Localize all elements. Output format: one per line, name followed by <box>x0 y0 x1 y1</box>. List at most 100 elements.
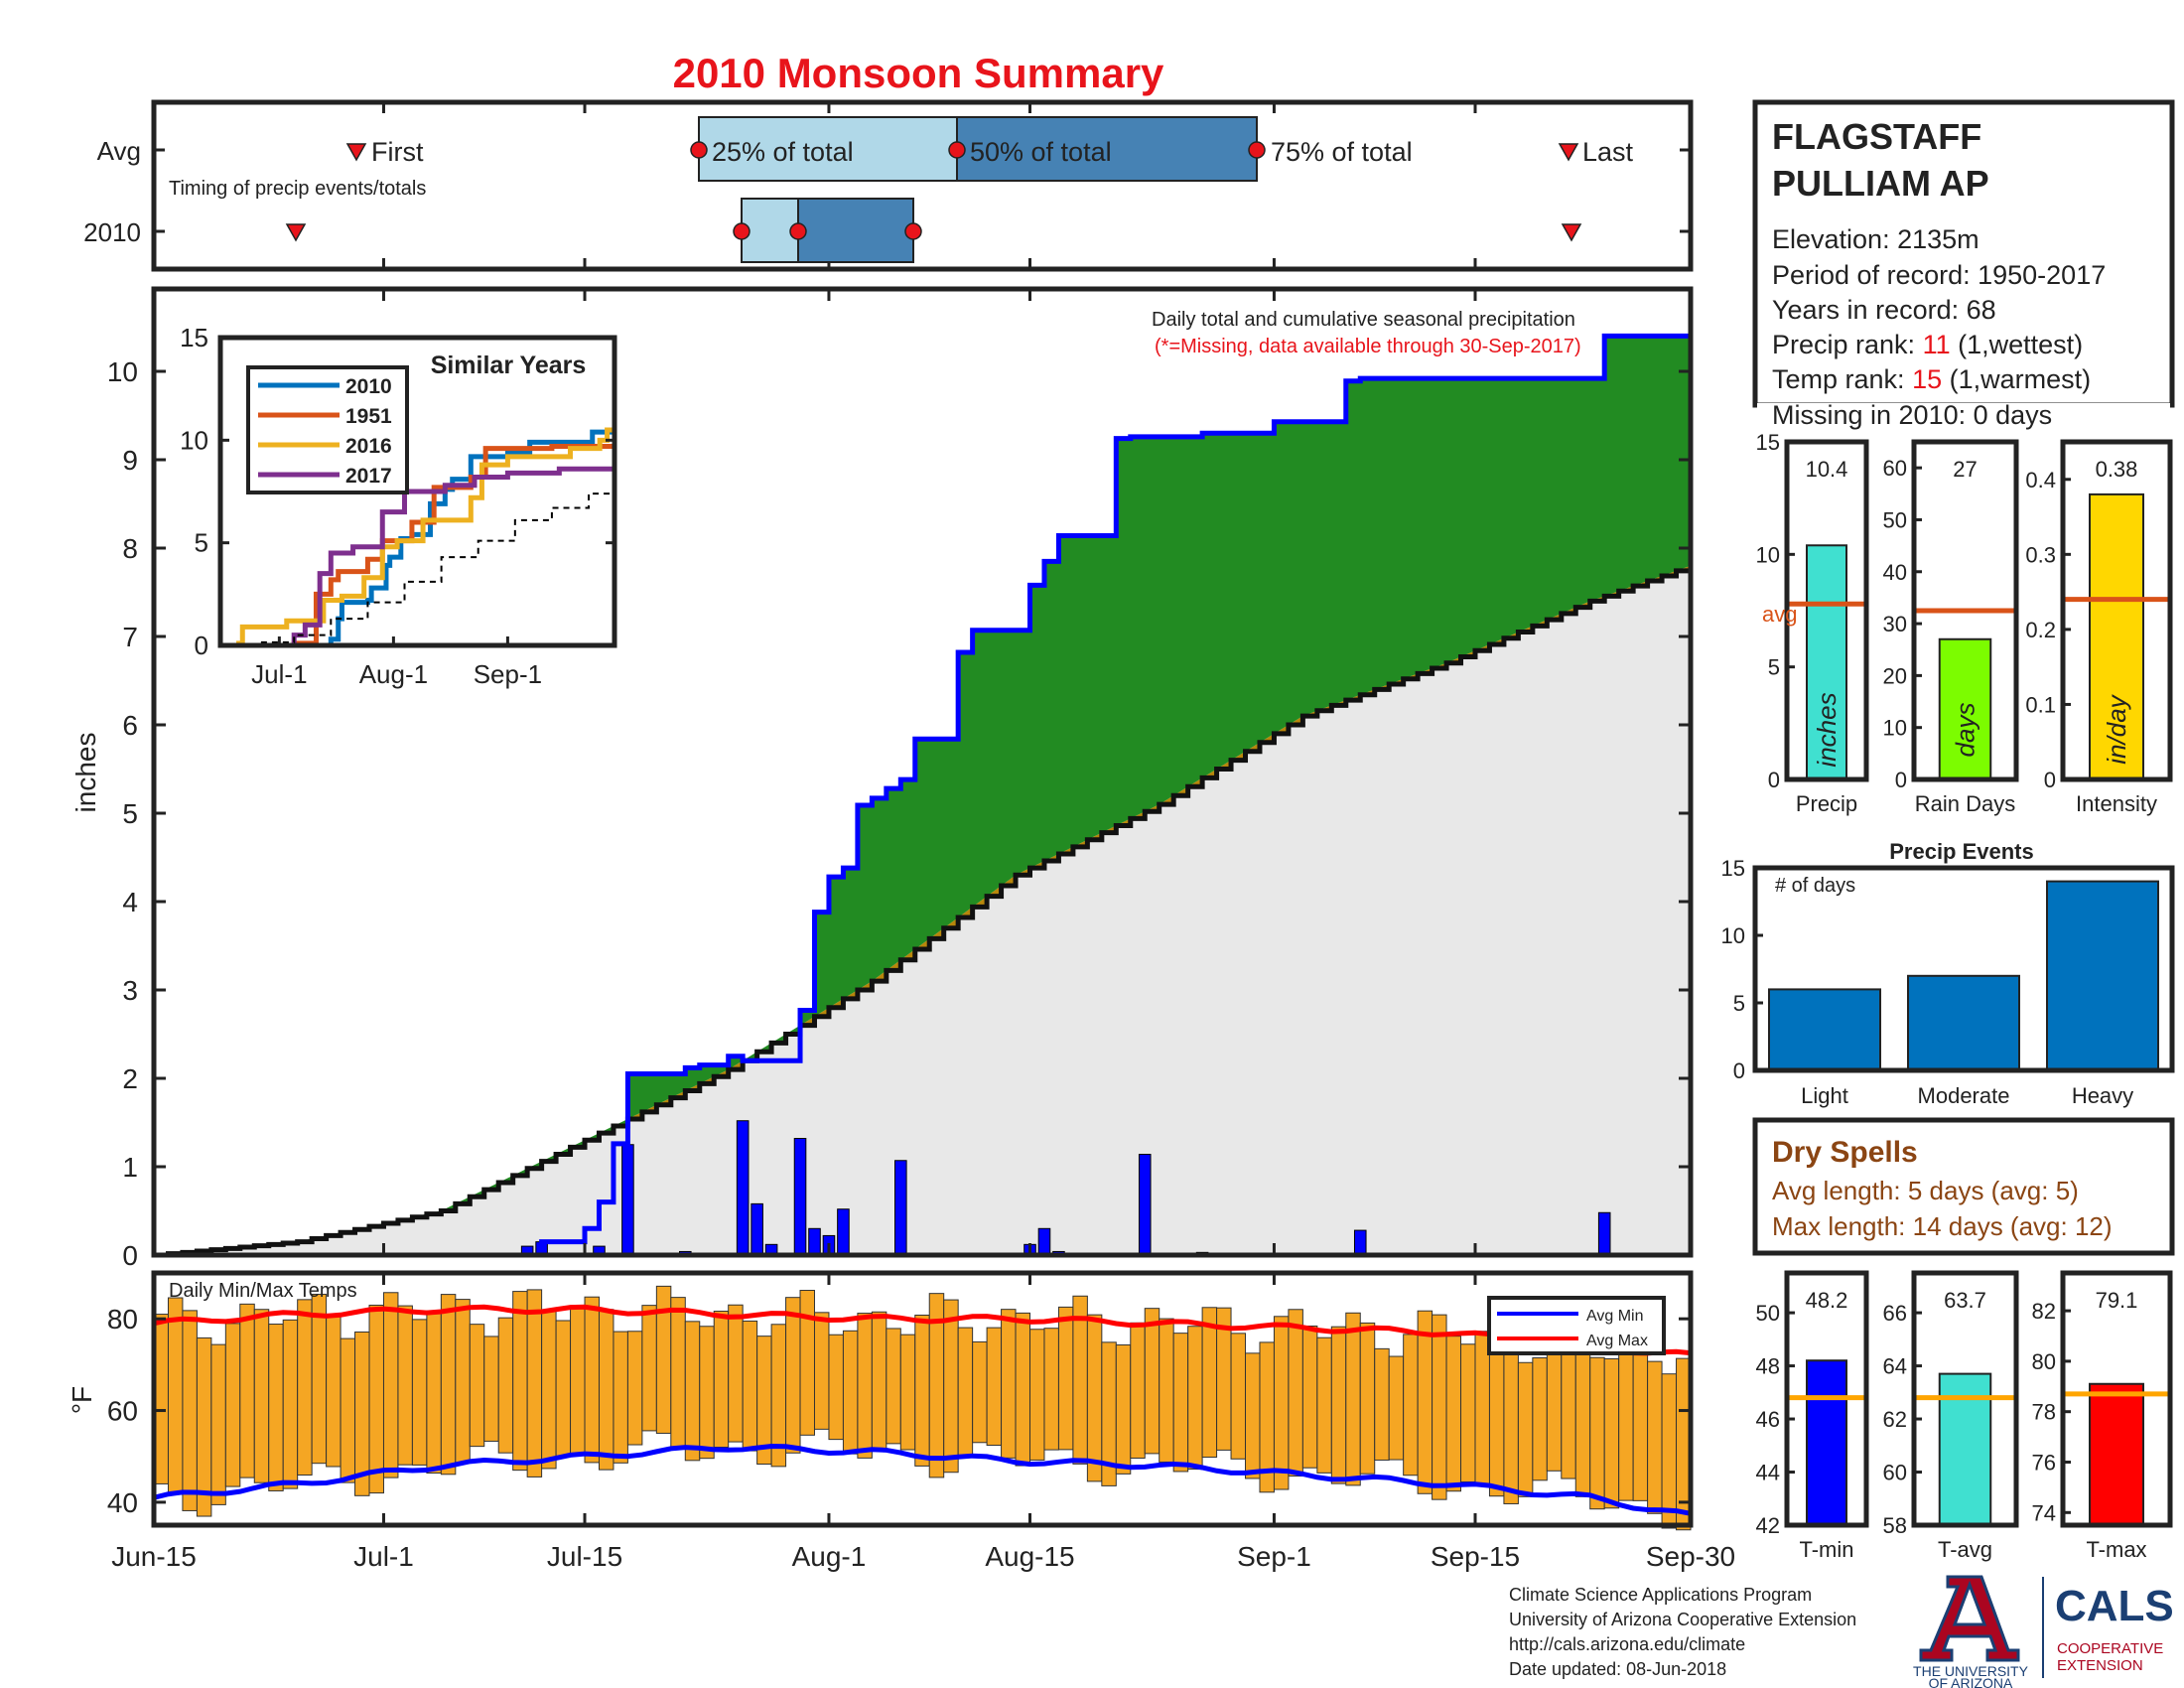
similar-years-x-tick-label: Jul-1 <box>251 659 307 689</box>
similar-years-avg-line <box>220 485 615 646</box>
summary-y-tick-label: 44 <box>1756 1461 1780 1485</box>
page-title: 2010 Monsoon Summary <box>673 50 1164 96</box>
summary-y-tick-label: 0.2 <box>2025 618 2056 642</box>
daily-temp-bar <box>1532 1357 1548 1481</box>
temps-y-tick-label: 40 <box>107 1487 138 1518</box>
main-y-tick-label: 10 <box>107 356 138 387</box>
timing-avg-q75-marker <box>1248 141 1266 159</box>
avg-cumulative-line <box>154 565 1694 1258</box>
temps-title: Daily Min/Max Temps <box>169 1280 357 1302</box>
summary-category-label: T-avg <box>1938 1537 1992 1562</box>
precip-events-y-tick-label: 15 <box>1721 856 1745 881</box>
daily-temp-bar <box>1316 1336 1332 1474</box>
summary-value-label: 79.1 <box>2096 1288 2138 1313</box>
precip-rank-value: 11 <box>1923 330 1951 359</box>
summary-bar <box>2089 1382 2144 1527</box>
timing-2010-first-marker <box>285 223 307 242</box>
station-name-line2: PULLIAM AP <box>1772 163 1989 204</box>
daily-temp-bar <box>555 1320 572 1457</box>
daily-temp-bar <box>1159 1318 1174 1463</box>
summary-y-tick-label: 60 <box>1883 1461 1907 1485</box>
daily-precip-bar <box>1138 1154 1152 1256</box>
timing-avg-label: Avg <box>97 136 141 166</box>
similar-years-line-2016 <box>220 415 617 648</box>
summary-y-tick-label: 82 <box>2032 1299 2056 1324</box>
daily-precip-bar <box>1597 1211 1611 1256</box>
daily-temp-bar <box>1647 1360 1663 1514</box>
similar-years-legend-label: 2017 <box>345 465 392 488</box>
tmax-box-chart: 74 76 78 80 82 79.1 T-max <box>2032 1270 2173 1562</box>
similar-years-title: Similar Years <box>431 352 587 379</box>
temp-rank-value: 15 <box>1912 364 1942 394</box>
daily-temp-bar <box>713 1311 730 1449</box>
footer: Climate Science Applications Program Uni… <box>1509 1575 2174 1688</box>
summary-y-tick-label: 58 <box>1883 1513 1907 1538</box>
main-y-tick-label: 4 <box>122 887 138 917</box>
footer-line4: Date updated: 08-Jun-2018 <box>1509 1659 1726 1679</box>
summary-y-tick-label: 76 <box>2032 1451 2056 1476</box>
daily-temp-bar <box>1057 1306 1074 1451</box>
summary-y-tick-label: 10 <box>1883 716 1907 741</box>
daily-temp-bar <box>1029 1329 1045 1461</box>
daily-temp-bar <box>1403 1334 1419 1477</box>
main-y-axis: 0 1 2 3 4 5 6 7 8 9 10 <box>107 289 1693 1271</box>
precip-events-category-label: Moderate <box>1918 1083 2010 1108</box>
main-note-line1: Daily total and cumulative seasonal prec… <box>1152 309 1575 331</box>
similar-years-frame <box>217 335 617 648</box>
similar-years-line-2017 <box>220 465 617 648</box>
similar-years-legend-label: 2016 <box>345 435 392 458</box>
daily-temp-bar <box>497 1317 514 1454</box>
summary-y-tick-label: 62 <box>1883 1407 1907 1432</box>
similar-years-x-tick-label: Aug-1 <box>359 659 428 689</box>
date-axis-label: Sep-30 <box>1646 1541 1735 1572</box>
daily-temp-bar <box>857 1313 873 1459</box>
summary-box-frame <box>1784 439 1869 782</box>
daily-temp-bar <box>1417 1310 1433 1494</box>
timing-year-label: 2010 <box>83 217 141 247</box>
similar-years-axes: 0 5 10 15 Jul-1 Aug-1 Sep-1 <box>180 323 614 689</box>
precip-events-axes: 0 5 10 15 <box>1721 856 1763 1083</box>
daily-temp-bar <box>469 1324 485 1448</box>
dry-spells: Dry Spells Avg length: 5 days (avg: 5) M… <box>1752 1117 2175 1256</box>
timing-subtitle: Timing of precip events/totals <box>169 178 426 200</box>
summary-category-label: Precip <box>1796 791 1857 816</box>
main-precip-chart: 0 1 2 3 4 5 6 7 8 9 10 inches Daily total and cumu… <box>70 286 1694 1271</box>
daily-temp-bar <box>1245 1352 1261 1479</box>
similar-years-inset: 0 5 10 15 Jul-1 Aug-1 Sep-1 Similar Years 2010… <box>180 323 617 689</box>
summary-value-label: 0.38 <box>2096 457 2138 482</box>
precip-events-title: Precip Events <box>1889 839 2034 864</box>
daily-temp-bar <box>699 1326 715 1460</box>
daily-temp-bar <box>886 1328 901 1445</box>
coop-line2: EXTENSION <box>2057 1657 2143 1674</box>
daily-temp-bar <box>684 1321 701 1462</box>
daily-temp-bar <box>1273 1316 1290 1490</box>
precip-events-y-tick-label: 0 <box>1733 1058 1745 1083</box>
ua-line1: THE UNIVERSITY <box>1913 1663 2029 1679</box>
summary-y-tick-label: 0 <box>1895 768 1907 792</box>
temps-y-tick-label: 80 <box>107 1304 138 1335</box>
daily-temp-bar <box>584 1296 600 1464</box>
daily-temp-bar <box>871 1311 887 1452</box>
date-axis-label: Aug-1 <box>792 1541 867 1572</box>
main-y-tick-label: 2 <box>122 1063 138 1094</box>
daily-temp-bar <box>210 1343 226 1505</box>
temp-rank-note: (1,warmest) <box>1950 364 2092 394</box>
daily-temp-bar <box>1015 1312 1031 1467</box>
precip-events-category-label: Heavy <box>2072 1083 2133 1108</box>
summary-y-tick-label: 5 <box>1768 655 1780 680</box>
timing-2010-q50-marker <box>789 222 807 240</box>
summary-y-tick-label: 50 <box>1883 507 1907 532</box>
similar-years-x-tick-label: Sep-1 <box>474 659 542 689</box>
summary-ref-label: avg <box>1762 602 1797 627</box>
summary-y-tick-label: 0.3 <box>2025 542 2056 567</box>
main-y-tick-label: 3 <box>122 975 138 1006</box>
temps-frame <box>151 1270 1694 1528</box>
daily-temp-bar <box>1086 1314 1103 1482</box>
daily-temp-bar <box>224 1323 241 1487</box>
daily-temp-bar <box>340 1337 356 1483</box>
precip-events-frame <box>1752 865 2175 1073</box>
daily-temp-bar <box>1144 1308 1160 1455</box>
daily-temp-bar <box>382 1292 399 1478</box>
summary-y-tick-label: 0.4 <box>2025 468 2056 492</box>
daily-temp-bar <box>1445 1336 1462 1492</box>
